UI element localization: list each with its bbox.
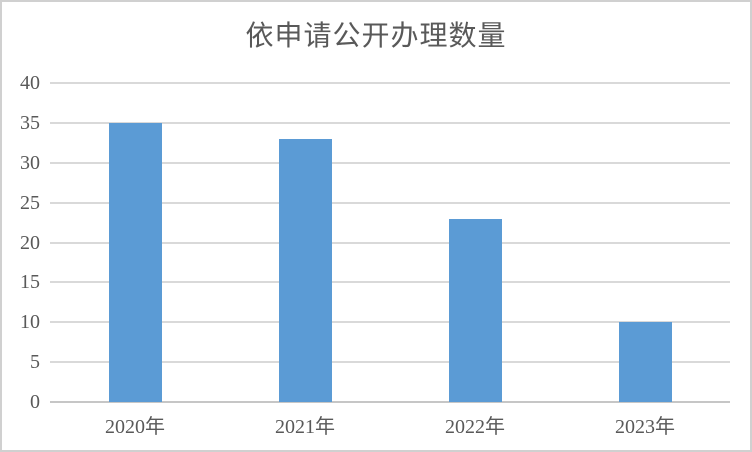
bar-2020年 — [108, 122, 162, 402]
y-tick-label: 35 — [20, 111, 40, 134]
y-tick-label: 5 — [30, 351, 40, 374]
y-tick-label: 30 — [20, 151, 40, 174]
gridline — [50, 121, 730, 124]
y-tick-label: 15 — [20, 271, 40, 294]
chart-title: 依申请公开办理数量 — [245, 21, 507, 52]
y-tick-label: 10 — [20, 311, 40, 334]
x-tick-label: 2022年 — [445, 416, 505, 438]
gridline — [50, 161, 730, 164]
gridline — [50, 281, 730, 284]
y-tick-label: 25 — [20, 191, 40, 214]
gridline — [50, 82, 730, 84]
gridline — [50, 201, 730, 204]
x-tick-label: 2020年 — [105, 416, 165, 438]
x-tick-label: 2023年 — [615, 416, 675, 438]
plot-area — [50, 82, 730, 403]
y-tick-label: 40 — [20, 72, 40, 94]
bar-2022年 — [448, 218, 502, 402]
bar-2021年 — [278, 138, 332, 402]
x-axis-line — [50, 401, 730, 403]
gridline — [50, 361, 730, 364]
bar-2023年 — [618, 322, 672, 402]
gridline — [50, 321, 730, 324]
gridline — [50, 241, 730, 244]
x-tick-label: 2021年 — [275, 416, 335, 438]
y-tick-label: 20 — [20, 231, 40, 254]
y-tick-label: 0 — [30, 391, 40, 413]
